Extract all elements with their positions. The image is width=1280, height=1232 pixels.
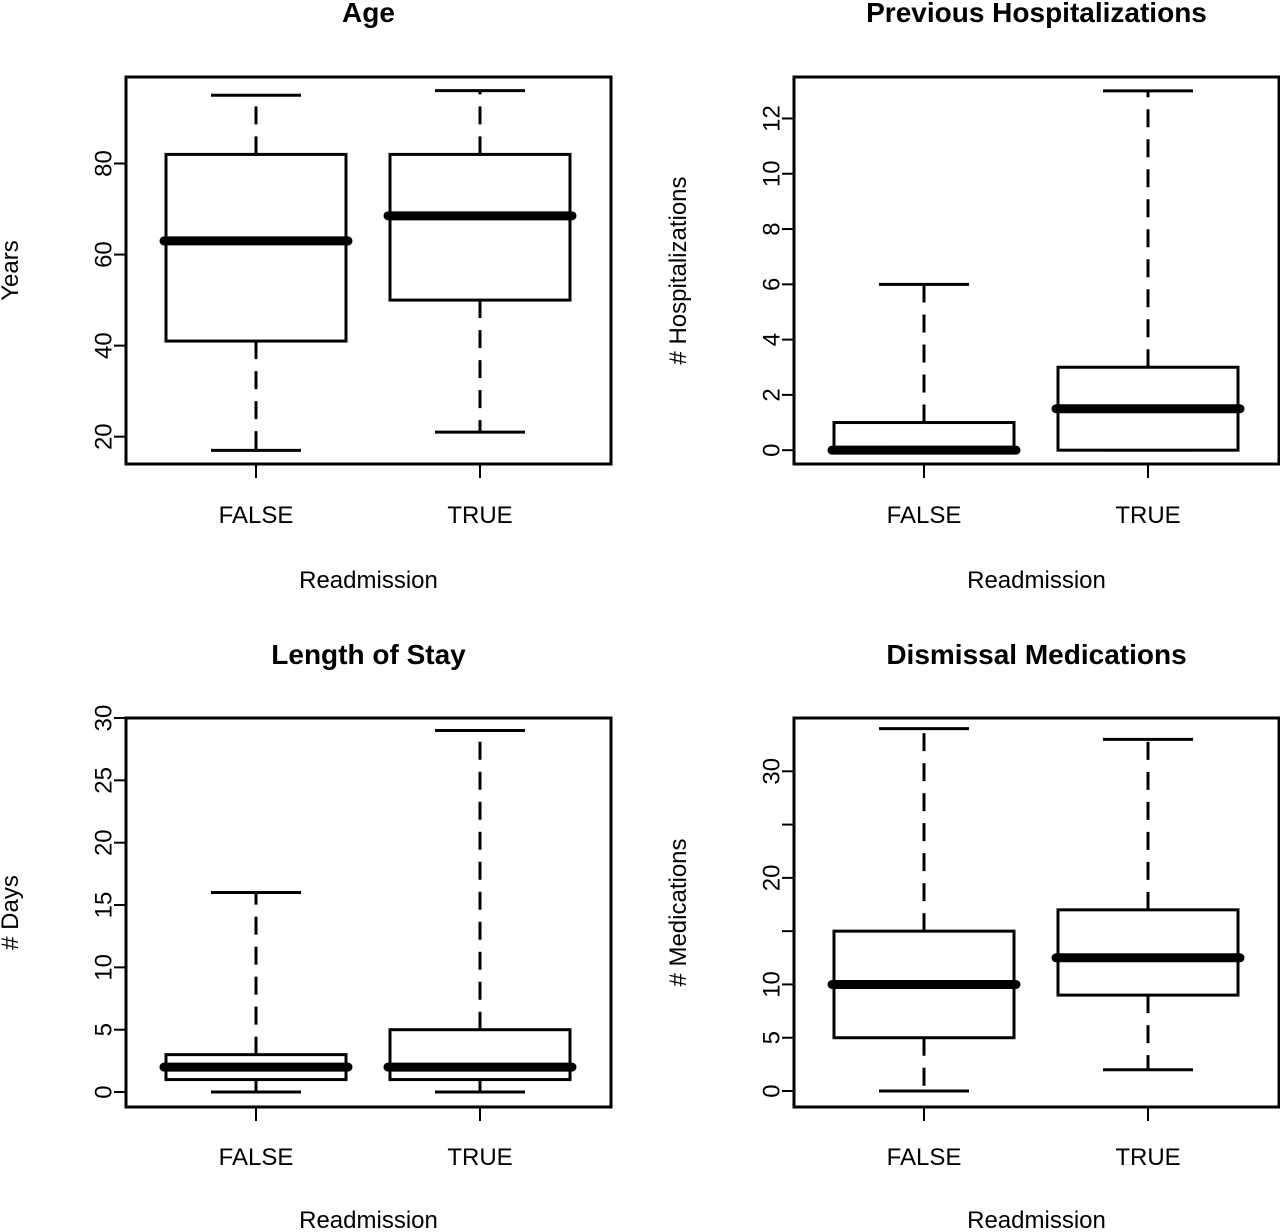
- y-axis-label: # Hospitalizations: [665, 176, 692, 364]
- y-tick-label: 6: [759, 278, 786, 291]
- x-axis-label: Readmission: [299, 1207, 438, 1232]
- box-true: [383, 728, 577, 1094]
- x-axis-label: Readmission: [967, 1207, 1106, 1232]
- y-tick-label: 30: [91, 705, 118, 732]
- x-tick-label: TRUE: [1115, 1144, 1180, 1171]
- box-false: [827, 727, 1021, 1093]
- panel-age: Age Readmission Years 20 40 60 80 FALSE TRUE: [0, 0, 613, 594]
- y-tick-label: 5: [759, 1031, 786, 1044]
- y-tick-label: 80: [91, 150, 118, 177]
- box-false: [159, 93, 353, 452]
- iqr-box: [1056, 908, 1240, 997]
- x-tick-label: FALSE: [219, 1144, 294, 1171]
- box-false: [159, 891, 353, 1094]
- box-true: [1051, 89, 1245, 452]
- x-tick-label: FALSE: [887, 1144, 962, 1171]
- x-tick-label: TRUE: [447, 1144, 512, 1171]
- y-tick-label: 30: [759, 758, 786, 785]
- y-tick-label: 10: [91, 954, 118, 981]
- y-tick-label: 10: [759, 160, 786, 187]
- x-axis-label: Readmission: [299, 567, 438, 594]
- y-tick-label: 0: [759, 1084, 786, 1097]
- y-tick-label: 4: [759, 333, 786, 346]
- y-tick-label: 40: [91, 332, 118, 359]
- iqr-box: [164, 152, 348, 343]
- x-tick-label: TRUE: [447, 502, 512, 529]
- iqr-box: [388, 1028, 572, 1082]
- y-tick-label: 5: [91, 1023, 118, 1036]
- panel-title: Dismissal Medications: [886, 639, 1186, 670]
- y-tick-label: 12: [759, 105, 786, 132]
- y-tick-label: 0: [91, 1085, 118, 1098]
- panel-previous-hospitalizations: Previous Hospitalizations Readmission # Ho…: [665, 0, 1280, 594]
- x-tick-label: FALSE: [219, 502, 294, 529]
- panel-title: Previous Hospitalizations: [866, 0, 1207, 28]
- y-tick-label: 8: [759, 222, 786, 235]
- y-tick-label: 2: [759, 388, 786, 401]
- y-tick-label: 10: [759, 971, 786, 998]
- box-true: [383, 89, 577, 434]
- y-tick-label: 20: [91, 423, 118, 450]
- y-axis-label: # Days: [0, 875, 24, 950]
- y-tick-label: 20: [91, 829, 118, 856]
- box-false: [827, 282, 1021, 455]
- box-true: [1051, 737, 1245, 1072]
- panel-title: Length of Stay: [271, 639, 466, 670]
- x-axis-label: Readmission: [967, 567, 1106, 594]
- x-tick-label: TRUE: [1115, 502, 1180, 529]
- panel-title: Age: [342, 0, 395, 28]
- x-tick-label: FALSE: [887, 502, 962, 529]
- iqr-box: [832, 421, 1016, 452]
- panel-dismissal-medications: Dismissal Medications Readmission # Medica…: [665, 639, 1280, 1232]
- y-axis-label: Years: [0, 240, 24, 301]
- y-tick-label: 0: [759, 443, 786, 456]
- y-tick-label: 20: [759, 865, 786, 892]
- y-tick-label: 25: [91, 767, 118, 794]
- iqr-box: [388, 152, 572, 302]
- y-tick-label: 15: [91, 892, 118, 919]
- panel-length-of-stay: Length of Stay Readmission # Days 0 5 10 15 20 2…: [0, 639, 613, 1232]
- y-axis-label: # Medications: [665, 838, 692, 986]
- y-tick-label: 60: [91, 241, 118, 268]
